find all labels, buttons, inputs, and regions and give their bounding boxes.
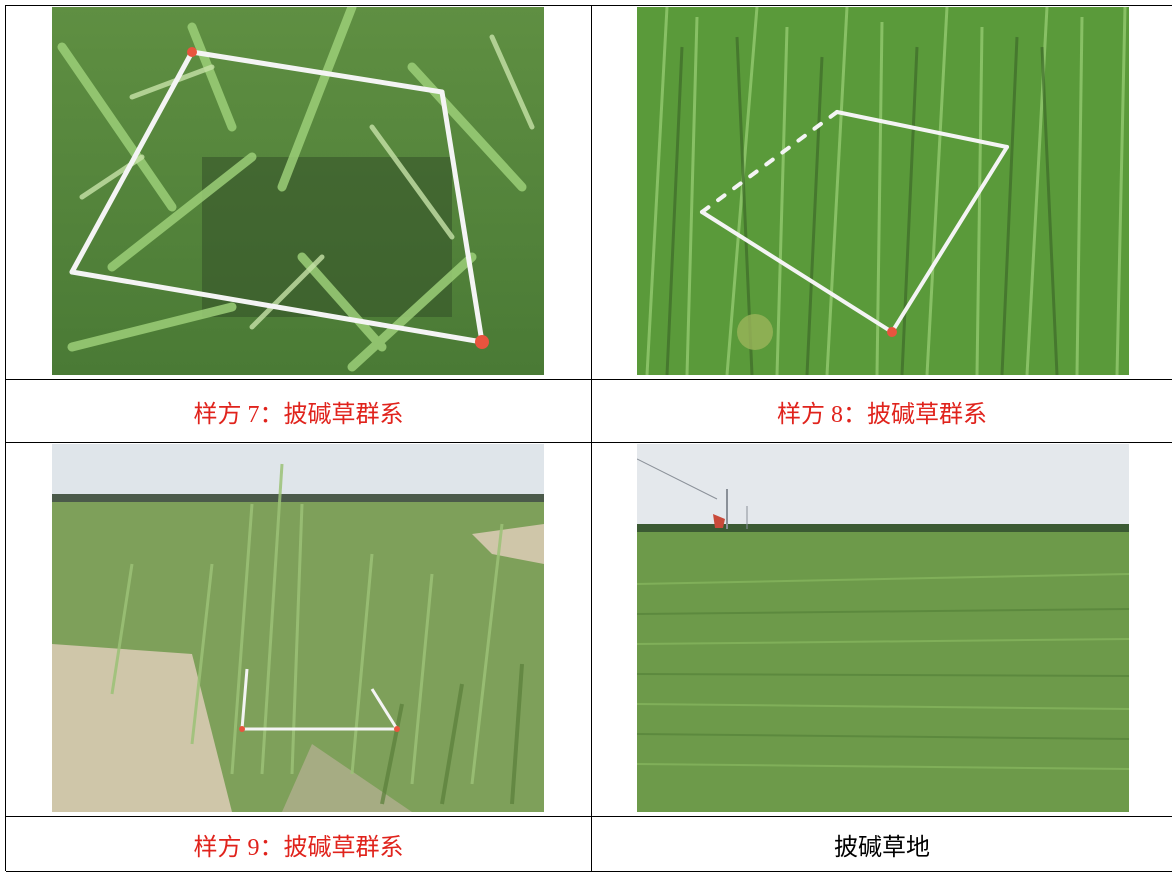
field-image — [637, 444, 1129, 812]
photo-quadrat-7 — [52, 7, 544, 375]
quadrat-7-image — [52, 7, 544, 375]
photo-field — [637, 444, 1129, 812]
caption-quadrat-7: 样方 7：披碱草群系 — [6, 380, 592, 443]
cell-quadrat-9-photo — [6, 443, 592, 817]
quadrat-8-image — [637, 7, 1129, 375]
quadrat-9-image — [52, 444, 544, 812]
cell-field-photo — [592, 443, 1172, 817]
photo-table: 样方 7：披碱草群系 样方 8：披碱草群系 — [5, 5, 1172, 872]
cell-quadrat-7-photo — [6, 6, 592, 380]
caption-quadrat-8: 样方 8：披碱草群系 — [592, 380, 1172, 443]
photo-quadrat-9 — [52, 444, 544, 812]
photo-quadrat-8 — [637, 7, 1129, 375]
caption-field: 披碱草地 — [592, 817, 1172, 872]
caption-quadrat-9: 样方 9：披碱草群系 — [6, 817, 592, 872]
cell-quadrat-8-photo — [592, 6, 1172, 380]
